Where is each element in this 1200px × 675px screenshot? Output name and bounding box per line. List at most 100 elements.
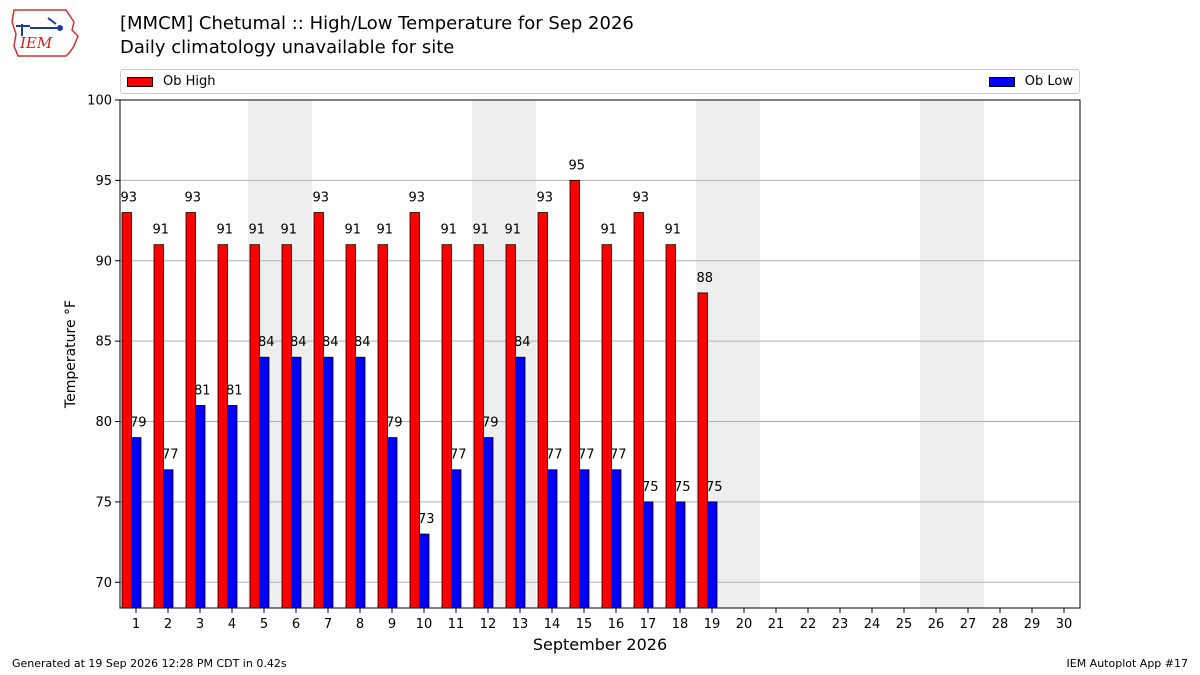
x-tick-label: 12 <box>480 617 497 632</box>
x-tick-label: 3 <box>196 617 204 632</box>
data-label: 84 <box>290 335 307 350</box>
data-label: 75 <box>674 480 691 495</box>
data-label: 81 <box>194 383 211 398</box>
x-tick-label: 11 <box>448 617 465 632</box>
iem-logo: IEM <box>11 9 79 57</box>
weekend-band <box>952 100 984 608</box>
x-tick-label: 5 <box>260 617 268 632</box>
bar-high <box>441 244 452 609</box>
data-label: 84 <box>258 335 275 350</box>
bar-low <box>515 356 526 609</box>
x-tick-label: 21 <box>768 617 785 632</box>
bar-low <box>259 356 270 609</box>
legend-item-high: Ob High <box>127 74 216 89</box>
bar-low <box>707 501 718 609</box>
bar-high <box>569 179 580 609</box>
bar-low <box>195 405 206 609</box>
logo-text: IEM <box>19 34 53 52</box>
bar-low <box>643 501 654 609</box>
data-label: 84 <box>514 335 531 350</box>
weekend-band <box>920 100 952 608</box>
data-label: 91 <box>472 223 489 238</box>
bar-high <box>345 244 356 609</box>
bar-high <box>281 244 292 609</box>
legend-label-low: Ob Low <box>1024 74 1073 89</box>
x-tick-label: 20 <box>736 617 753 632</box>
plot-frame <box>119 99 1081 609</box>
footer-generated: Generated at 19 Sep 2026 12:28 PM CDT in… <box>12 657 287 670</box>
y-tick-label: 95 <box>95 174 112 189</box>
data-label: 79 <box>130 416 147 431</box>
data-label: 79 <box>386 416 403 431</box>
x-tick-label: 17 <box>640 617 657 632</box>
y-tick-label: 70 <box>95 576 112 591</box>
data-label: 91 <box>440 223 457 238</box>
data-label: 75 <box>642 480 659 495</box>
weekend-band <box>728 100 760 608</box>
bar-low <box>323 356 334 609</box>
x-tick-label: 29 <box>1024 617 1041 632</box>
data-label: 77 <box>546 448 563 463</box>
bar-high <box>409 212 420 609</box>
data-label: 73 <box>418 512 435 527</box>
x-tick-label: 19 <box>704 617 721 632</box>
data-label: 81 <box>226 383 243 398</box>
data-label: 84 <box>322 335 339 350</box>
data-label: 77 <box>578 448 595 463</box>
bar-high <box>249 244 260 609</box>
x-tick-label: 16 <box>608 617 625 632</box>
data-label: 91 <box>664 223 681 238</box>
x-tick-label: 30 <box>1056 617 1073 632</box>
bar-high <box>121 212 132 609</box>
chart-title: [MMCM] Chetumal :: High/Low Temperature … <box>120 13 634 34</box>
y-tick-label: 90 <box>95 254 112 269</box>
x-tick-label: 15 <box>576 617 593 632</box>
y-tick-label: 85 <box>95 335 112 350</box>
bar-low <box>611 469 622 609</box>
x-tick-label: 27 <box>960 617 977 632</box>
legend-item-low: Ob Low <box>988 74 1073 89</box>
chart-legend: Ob High Ob Low <box>120 69 1080 94</box>
bar-high <box>505 244 516 609</box>
x-tick-label: 8 <box>356 617 364 632</box>
y-tick-label: 100 <box>87 94 112 109</box>
bar-low <box>227 405 238 609</box>
data-label: 88 <box>696 271 713 286</box>
data-label: 91 <box>280 223 297 238</box>
bar-high <box>665 244 676 609</box>
x-tick-label: 4 <box>228 617 236 632</box>
x-tick-label: 28 <box>992 617 1009 632</box>
bar-high <box>697 292 708 609</box>
bar-low <box>419 533 430 609</box>
data-label: 91 <box>248 223 265 238</box>
data-label: 91 <box>504 223 521 238</box>
data-label: 79 <box>482 416 499 431</box>
data-label: 91 <box>600 223 617 238</box>
data-label: 77 <box>450 448 467 463</box>
data-label: 77 <box>610 448 627 463</box>
bar-high <box>633 212 644 609</box>
data-label: 93 <box>120 191 137 206</box>
bar-low <box>131 437 142 609</box>
data-label: 93 <box>312 191 329 206</box>
x-tick-label: 14 <box>544 617 561 632</box>
y-axis-label: Temperature °F <box>63 300 79 409</box>
title-block: [MMCM] Chetumal :: High/Low Temperature … <box>120 12 634 60</box>
data-label: 91 <box>152 223 169 238</box>
bar-high <box>313 212 324 609</box>
bar-low <box>579 469 590 609</box>
bar-high <box>601 244 612 609</box>
x-tick-label: 26 <box>928 617 945 632</box>
legend-swatch-low <box>988 76 1015 87</box>
y-tick-label: 80 <box>95 415 112 430</box>
footer-app: IEM Autoplot App #17 <box>1066 657 1189 670</box>
bar-low <box>451 469 462 609</box>
x-tick-label: 9 <box>388 617 396 632</box>
bar-high <box>185 212 196 609</box>
chart-subtitle: Daily climatology unavailable for site <box>120 37 455 58</box>
data-label: 93 <box>632 191 649 206</box>
x-tick-label: 10 <box>416 617 433 632</box>
x-tick-label: 24 <box>864 617 881 632</box>
bar-low <box>355 356 366 609</box>
